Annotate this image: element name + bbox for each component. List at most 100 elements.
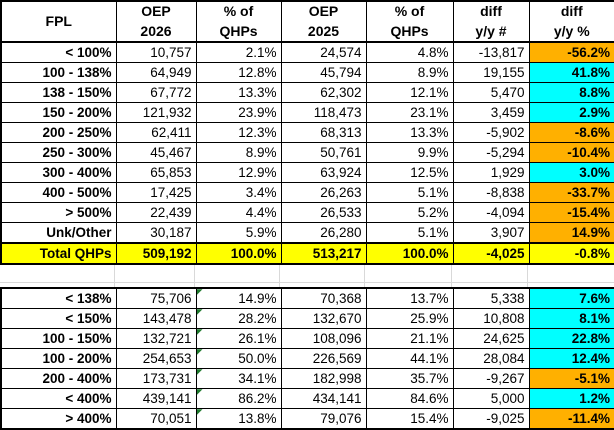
fpl-label-cell[interactable]: < 138% — [0, 287, 117, 310]
fpl-label-cell[interactable]: 100 - 150% — [0, 328, 117, 350]
pct-of-qhps-2025-value-cell[interactable]: 25.9% — [365, 308, 454, 330]
fpl-label-cell[interactable]: 200 - 400% — [0, 368, 117, 390]
oep-2026-value-cell[interactable]: 132,721 — [115, 328, 197, 350]
diff-yy-number-value-cell[interactable]: 19,155 — [452, 62, 530, 84]
diff-yy-number-value-cell[interactable]: 1,929 — [452, 162, 530, 184]
pct-of-qhps-2025-value-cell[interactable]: 9.9% — [365, 142, 454, 164]
pct-of-qhps-2025-value-cell[interactable]: 13.7% — [365, 287, 454, 310]
fpl-label-cell[interactable]: < 150% — [0, 308, 117, 330]
pct-of-qhps-2025-value-cell[interactable]: 5.2% — [365, 202, 454, 224]
diff-yy-percent-value-cell[interactable]: 7.6% — [528, 287, 614, 310]
diff-yy-percent-value-cell[interactable]: -10.4% — [528, 142, 614, 164]
diff-yy-number-value-cell[interactable]: 5,338 — [452, 287, 530, 310]
pct-of-qhps-2026-value-cell[interactable]: 34.1% — [195, 368, 282, 390]
pct-of-qhps-2025-value-cell[interactable]: 35.7% — [365, 368, 454, 390]
oep-2025-value-cell[interactable]: 26,280 — [280, 222, 367, 244]
fpl-label-cell[interactable]: Total QHPs — [0, 242, 117, 265]
pct-of-qhps-2025-value-cell[interactable]: 44.1% — [365, 348, 454, 370]
pct-of-qhps-2026-value-cell[interactable]: 4.4% — [195, 202, 282, 224]
oep-2025-value-cell[interactable]: 79,076 — [280, 408, 367, 430]
diff-yy-number-value-cell[interactable]: 5,000 — [452, 388, 530, 410]
oep-2025-value-cell[interactable]: 70,368 — [280, 287, 367, 310]
diff-yy-percent-value-cell[interactable]: 8.1% — [528, 308, 614, 330]
diff-yy-percent-value-cell[interactable]: 2.9% — [528, 102, 614, 124]
diff-yy-number-value-cell[interactable]: 28,084 — [452, 348, 530, 370]
diff-yy-number-value-cell[interactable]: 5,470 — [452, 82, 530, 104]
pct-of-qhps-2026-value-cell[interactable]: 13.8% — [195, 408, 282, 430]
oep-2025-value-cell[interactable]: 24,574 — [280, 41, 367, 64]
diff-yy-number-value-cell[interactable]: 3,907 — [452, 222, 530, 244]
diff-yy-number-value-cell[interactable]: -5,902 — [452, 122, 530, 144]
fpl-label-cell[interactable]: < 100% — [0, 41, 117, 64]
pct-of-qhps-2025-value-cell[interactable]: 13.3% — [365, 122, 454, 144]
oep-2025-value-cell[interactable]: 226,569 — [280, 348, 367, 370]
pct-of-qhps-2026-value-cell[interactable]: 26.1% — [195, 328, 282, 350]
fpl-label-cell[interactable]: 138 - 150% — [0, 82, 117, 104]
diff-yy-number-value-cell[interactable]: -5,294 — [452, 142, 530, 164]
pct-of-qhps-2026-value-cell[interactable]: 5.9% — [195, 222, 282, 244]
diff-yy-percent-value-cell[interactable]: 41.8% — [528, 62, 614, 84]
oep-2026-value-cell[interactable]: 254,653 — [115, 348, 197, 370]
oep-2025-value-cell[interactable]: 434,141 — [280, 388, 367, 410]
pct-of-qhps-2025-value-cell[interactable]: 4.8% — [365, 41, 454, 64]
pct-of-qhps-2026-value-cell[interactable]: 3.4% — [195, 182, 282, 204]
oep-2025-value-cell[interactable]: 68,313 — [280, 122, 367, 144]
pct-of-qhps-2026-value-cell[interactable]: 100.0% — [195, 242, 282, 265]
oep-2025-value-cell[interactable]: 50,761 — [280, 142, 367, 164]
oep-2025-value-cell[interactable]: 45,794 — [280, 62, 367, 84]
header-pct-qhps-2026[interactable]: % of QHPs — [195, 0, 282, 44]
pct-of-qhps-2026-value-cell[interactable]: 12.8% — [195, 62, 282, 84]
diff-yy-percent-value-cell[interactable]: -5.1% — [528, 368, 614, 390]
oep-2025-value-cell[interactable]: 108,096 — [280, 328, 367, 350]
oep-2025-value-cell[interactable]: 132,670 — [280, 308, 367, 330]
pct-of-qhps-2026-value-cell[interactable]: 14.9% — [195, 287, 282, 310]
pct-of-qhps-2026-value-cell[interactable]: 50.0% — [195, 348, 282, 370]
oep-2026-value-cell[interactable]: 439,141 — [115, 388, 197, 410]
diff-yy-number-value-cell[interactable]: -4,094 — [452, 202, 530, 224]
oep-2025-value-cell[interactable]: 62,302 — [280, 82, 367, 104]
oep-2026-value-cell[interactable]: 75,706 — [115, 287, 197, 310]
diff-yy-percent-value-cell[interactable]: -11.4% — [528, 408, 614, 430]
oep-2026-value-cell[interactable]: 509,192 — [115, 242, 197, 265]
pct-of-qhps-2025-value-cell[interactable]: 12.5% — [365, 162, 454, 184]
oep-2025-value-cell[interactable]: 182,998 — [280, 368, 367, 390]
pct-of-qhps-2026-value-cell[interactable]: 28.2% — [195, 308, 282, 330]
oep-2026-value-cell[interactable]: 64,949 — [115, 62, 197, 84]
diff-yy-number-value-cell[interactable]: -9,025 — [452, 408, 530, 430]
diff-yy-number-value-cell[interactable]: 3,459 — [452, 102, 530, 124]
oep-2025-value-cell[interactable]: 26,533 — [280, 202, 367, 224]
fpl-label-cell[interactable]: 100 - 200% — [0, 348, 117, 370]
fpl-label-cell[interactable]: 200 - 250% — [0, 122, 117, 144]
oep-2026-value-cell[interactable]: 45,467 — [115, 142, 197, 164]
diff-yy-percent-value-cell[interactable]: 8.8% — [528, 82, 614, 104]
oep-2026-value-cell[interactable]: 10,757 — [115, 41, 197, 64]
oep-2025-value-cell[interactable]: 513,217 — [280, 242, 367, 265]
diff-yy-percent-value-cell[interactable]: -8.6% — [528, 122, 614, 144]
oep-2026-value-cell[interactable]: 173,731 — [115, 368, 197, 390]
oep-2026-value-cell[interactable]: 22,439 — [115, 202, 197, 224]
diff-yy-percent-value-cell[interactable]: 3.0% — [528, 162, 614, 184]
pct-of-qhps-2026-value-cell[interactable]: 13.3% — [195, 82, 282, 104]
pct-of-qhps-2025-value-cell[interactable]: 5.1% — [365, 182, 454, 204]
diff-yy-percent-value-cell[interactable]: 1.2% — [528, 388, 614, 410]
oep-2026-value-cell[interactable]: 67,772 — [115, 82, 197, 104]
oep-2026-value-cell[interactable]: 70,051 — [115, 408, 197, 430]
pct-of-qhps-2025-value-cell[interactable]: 84.6% — [365, 388, 454, 410]
pct-of-qhps-2025-value-cell[interactable]: 8.9% — [365, 62, 454, 84]
diff-yy-percent-value-cell[interactable]: 22.8% — [528, 328, 614, 350]
diff-yy-number-value-cell[interactable]: -13,817 — [452, 41, 530, 64]
pct-of-qhps-2025-value-cell[interactable]: 12.1% — [365, 82, 454, 104]
header-diff-yy-percent[interactable]: diff y/y % — [528, 0, 614, 44]
header-pct-qhps-2025[interactable]: % of QHPs — [365, 0, 454, 44]
oep-2026-value-cell[interactable]: 143,478 — [115, 308, 197, 330]
diff-yy-number-value-cell[interactable]: -9,267 — [452, 368, 530, 390]
fpl-label-cell[interactable]: 250 - 300% — [0, 142, 117, 164]
oep-2025-value-cell[interactable]: 118,473 — [280, 102, 367, 124]
diff-yy-percent-value-cell[interactable]: 14.9% — [528, 222, 614, 244]
diff-yy-percent-value-cell[interactable]: -56.2% — [528, 41, 614, 64]
header-oep-2025[interactable]: OEP 2025 — [280, 0, 367, 44]
fpl-label-cell[interactable]: Unk/Other — [0, 222, 117, 244]
oep-2025-value-cell[interactable]: 63,924 — [280, 162, 367, 184]
oep-2026-value-cell[interactable]: 65,853 — [115, 162, 197, 184]
oep-2026-value-cell[interactable]: 121,932 — [115, 102, 197, 124]
